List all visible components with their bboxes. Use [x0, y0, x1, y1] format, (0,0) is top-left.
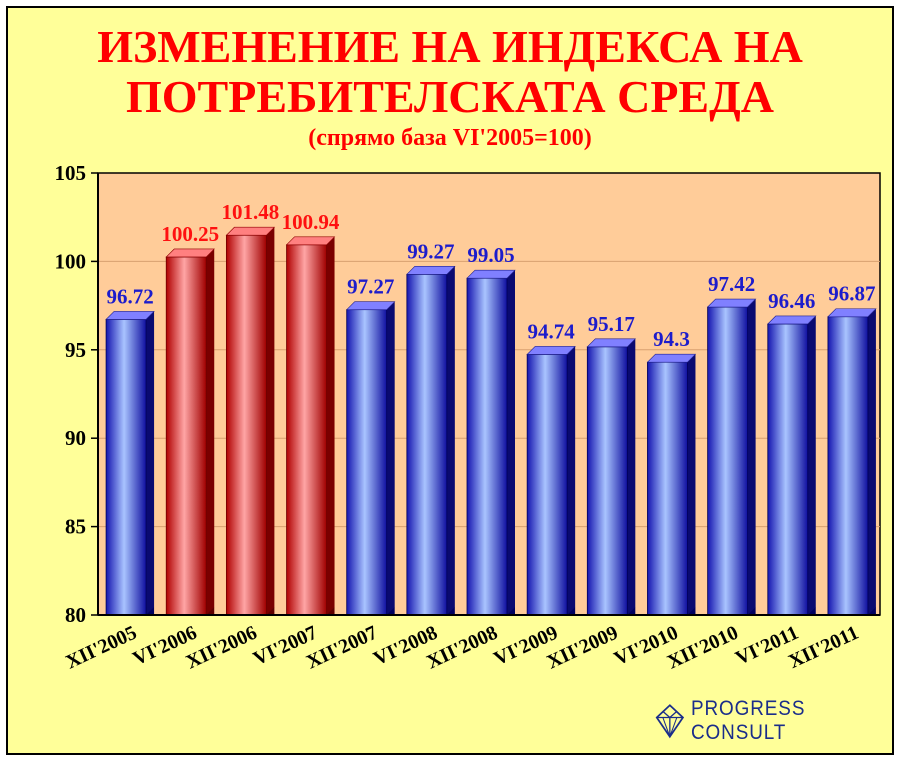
y-tick-label: 90: [65, 426, 86, 450]
value-label: 96.72: [106, 284, 153, 308]
bar: [526, 346, 576, 616]
y-tick-label: 100: [55, 249, 87, 273]
bar: [165, 248, 215, 616]
bar: [706, 298, 757, 616]
y-tick-label: 95: [65, 338, 86, 362]
chart-subtitle: (спрямо база VI'2005=100): [308, 125, 592, 151]
bar: [105, 311, 155, 616]
bar: [646, 353, 697, 616]
bar: [285, 236, 336, 616]
value-label: 94.3: [653, 327, 690, 351]
value-label: 100.94: [282, 210, 340, 234]
value-label: 100.25: [161, 222, 219, 246]
chart-title-line-1: ИЗМЕНЕНИЕ НА ИНДЕКСА НА: [97, 21, 803, 72]
value-label: 94.74: [528, 319, 576, 343]
value-label: 95.17: [588, 312, 635, 336]
value-label: 101.48: [222, 200, 280, 224]
chart-title-line-2: ПОТРЕБИТЕЛСКАТА СРЕДА: [126, 71, 774, 122]
value-label: 99.05: [467, 243, 514, 267]
x-tick-label: XII'2011: [785, 622, 862, 673]
value-label: 96.46: [768, 289, 815, 313]
bar: [466, 269, 516, 616]
diamond-logo-icon: [655, 704, 685, 739]
bar: [827, 308, 877, 616]
value-label: 96.87: [828, 282, 875, 306]
bar: [225, 226, 276, 616]
y-tick-label: 105: [55, 161, 87, 185]
bar: [767, 315, 817, 616]
bar: [586, 338, 637, 616]
x-tick-label: XII'2005: [62, 622, 140, 674]
bar: [406, 266, 456, 616]
x-axis: XII'2005VI'2006XII'2006VI'2007XII'2007VI…: [62, 614, 880, 674]
value-label: 97.42: [708, 272, 755, 296]
y-tick-label: 80: [65, 603, 86, 627]
value-label: 99.27: [407, 239, 454, 263]
value-label: 97.27: [347, 275, 394, 299]
bar: [345, 301, 396, 616]
bars: [105, 226, 877, 616]
y-axis: 80 85 90 95 100 105: [55, 161, 99, 627]
y-tick-label: 85: [65, 515, 86, 539]
logo-text: PROGRESS CONSULT: [690, 697, 806, 744]
progress-consult-logo: PROGRESS CONSULT: [655, 697, 900, 745]
